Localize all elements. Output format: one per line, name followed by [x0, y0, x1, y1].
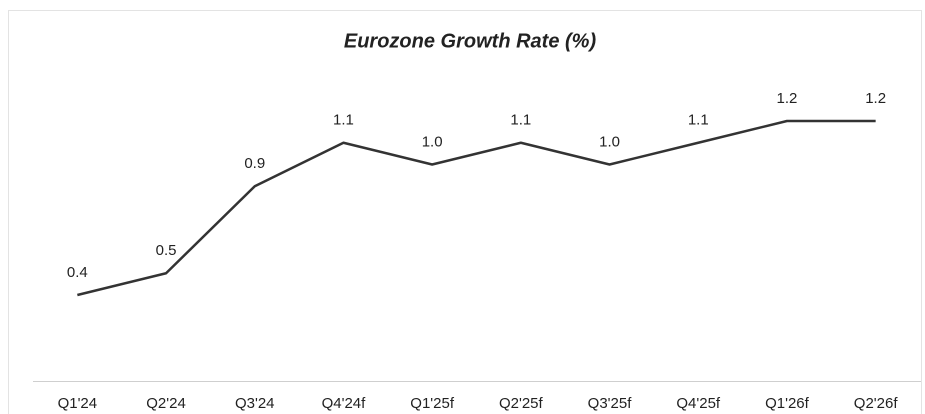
- x-tick-label: Q4'25f: [676, 395, 721, 412]
- data-label: 1.1: [510, 112, 531, 129]
- x-tick-label: Q1'25f: [410, 395, 455, 412]
- x-tick-label: Q2'25f: [499, 395, 544, 412]
- line: [77, 119, 876, 297]
- chart-frame: [8, 10, 922, 414]
- x-tick-label: Q3'25f: [588, 395, 633, 412]
- data-label: 1.1: [333, 112, 354, 129]
- data-label: 0.4: [67, 264, 88, 281]
- x-tick-label: Q4'24f: [322, 395, 367, 412]
- data-label: 0.9: [244, 155, 265, 172]
- x-tick-label: Q2'24: [146, 395, 186, 412]
- data-label: 1.1: [688, 112, 709, 129]
- data-label: 1.2: [777, 90, 798, 107]
- chart-title: Eurozone Growth Rate (%): [344, 30, 597, 52]
- data-label: 0.5: [156, 242, 177, 259]
- x-tick-label: Q1'26f: [765, 395, 810, 412]
- x-tick-label: Q3'24: [235, 395, 275, 412]
- data-label: 1.0: [422, 133, 443, 150]
- x-tick-label: Q1'24: [58, 395, 98, 412]
- data-label: 1.0: [599, 133, 620, 150]
- data-label: 1.2: [865, 90, 886, 107]
- x-tick-label: Q2'26f: [854, 395, 899, 412]
